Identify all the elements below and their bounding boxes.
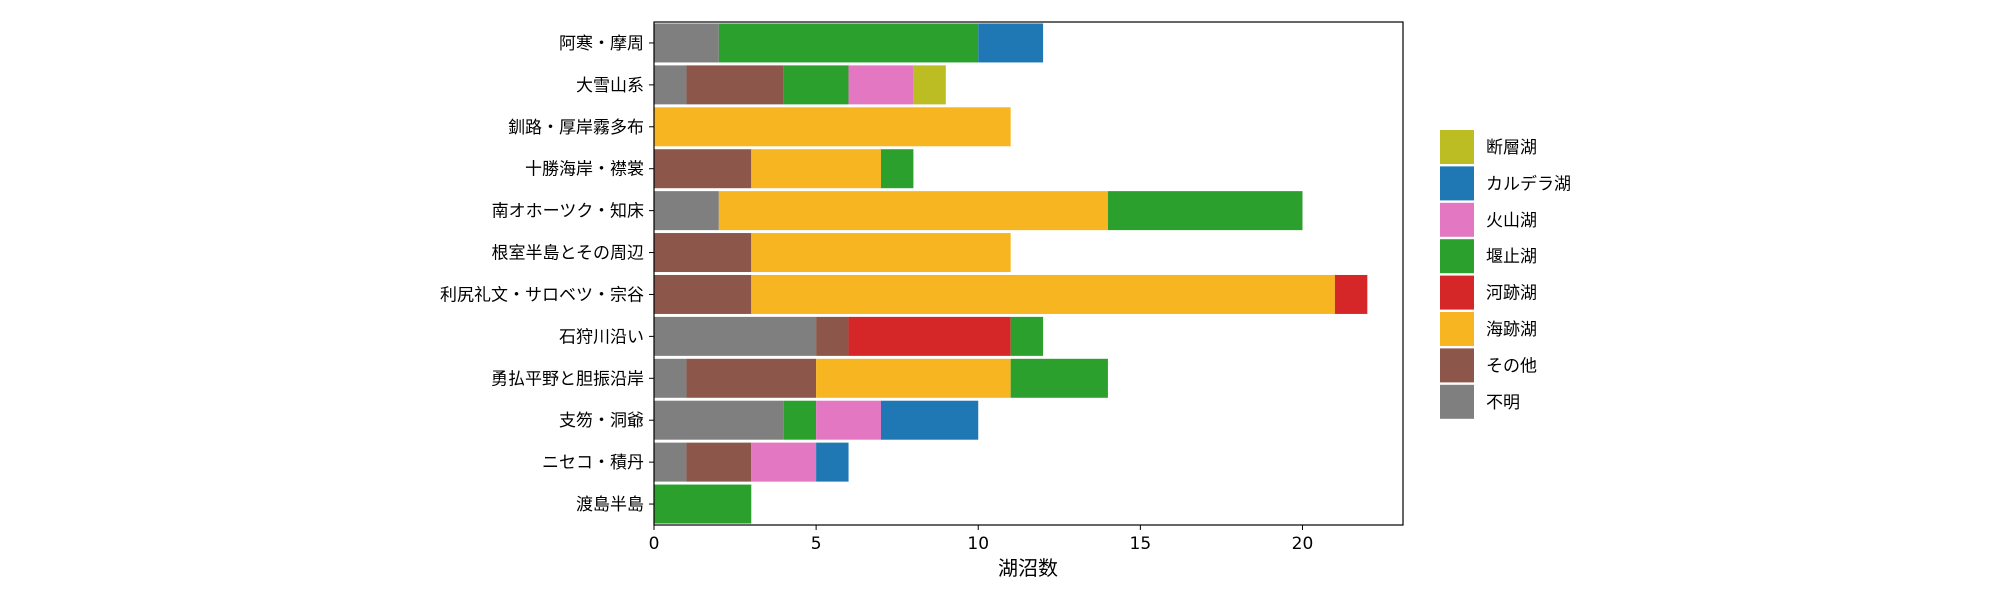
legend-label: 海跡湖 xyxy=(1486,320,1537,340)
y-tick-label: 利尻礼文・サロベツ・宗谷 xyxy=(440,285,644,305)
x-tick-label: 0 xyxy=(649,534,660,554)
bar-segment xyxy=(783,65,849,105)
legend-swatch xyxy=(1440,166,1474,201)
bar-segment xyxy=(654,23,719,63)
bar-segment xyxy=(816,442,849,482)
legend-label: 不明 xyxy=(1486,393,1520,413)
legend-label: 火山湖 xyxy=(1486,211,1537,231)
bar-segment xyxy=(654,65,687,105)
bar-segment xyxy=(654,149,752,189)
bar-segment xyxy=(1107,191,1303,231)
bar-segment xyxy=(816,358,1011,398)
x-axis-ticks: 0 5 10 15 20 xyxy=(649,525,1314,554)
bar-segment xyxy=(718,23,979,63)
bar-segment xyxy=(1010,316,1044,356)
y-axis-ticks: 阿寒・摩周大雪山系釧路・厚岸霧多布十勝海岸・襟裳南オホーツク・知床根室半島とその… xyxy=(440,34,654,515)
bar-segment xyxy=(978,23,1044,63)
y-tick-label: 南オホーツク・知床 xyxy=(492,202,644,222)
legend-swatch xyxy=(1440,202,1474,237)
bar-segment xyxy=(654,484,752,524)
y-tick-label: 十勝海岸・襟裳 xyxy=(525,160,644,180)
bar-segment xyxy=(880,400,979,440)
x-tick-label: 15 xyxy=(1130,534,1152,554)
legend-label: 断層湖 xyxy=(1486,138,1537,158)
bar-segment xyxy=(686,358,817,398)
bar-segment xyxy=(816,400,881,440)
legend-label: その他 xyxy=(1486,356,1537,376)
bar-segment xyxy=(654,107,1011,147)
legend-swatch xyxy=(1440,312,1474,346)
x-tick-label: 10 xyxy=(967,534,989,554)
y-tick-label: 渡島半島 xyxy=(576,495,644,515)
bar-segment xyxy=(654,233,752,273)
bar-segment xyxy=(654,316,817,356)
legend-label: 河跡湖 xyxy=(1486,284,1537,304)
bar-segment xyxy=(686,65,784,105)
legend-swatch xyxy=(1440,384,1474,419)
x-tick-label: 20 xyxy=(1292,534,1314,554)
x-axis-title: 湖沼数 xyxy=(998,556,1058,580)
bar-segment xyxy=(1334,274,1368,314)
legend-swatch xyxy=(1440,348,1474,383)
bar-segment xyxy=(686,442,752,482)
bar-segment xyxy=(848,65,914,105)
legend-swatch xyxy=(1440,130,1474,164)
bar-segment xyxy=(654,358,687,398)
bar-segment xyxy=(913,65,946,105)
y-tick-label: 釧路・厚岸霧多布 xyxy=(508,118,644,138)
legend-swatch xyxy=(1440,275,1474,310)
bar-segment xyxy=(783,400,817,440)
y-tick-label: ニセコ・積丹 xyxy=(542,453,644,473)
bar-segment xyxy=(654,191,719,231)
bar-segment xyxy=(654,400,784,440)
y-tick-label: 阿寒・摩周 xyxy=(559,34,644,54)
y-tick-label: 大雪山系 xyxy=(576,76,644,96)
bar-segment xyxy=(751,149,881,189)
bar-segment xyxy=(751,233,1011,273)
plot-area-frame xyxy=(653,21,1404,526)
bars-layer xyxy=(654,23,1368,524)
bar-segment xyxy=(654,274,752,314)
bar-segment xyxy=(1010,358,1108,398)
y-tick-label: 石狩川沿い xyxy=(559,327,644,347)
y-tick-label: 支笏・洞爺 xyxy=(559,411,644,431)
bar-segment xyxy=(654,442,687,482)
legend-label: 堰止湖 xyxy=(1486,247,1537,267)
bar-segment xyxy=(751,442,817,482)
legend-swatch xyxy=(1440,239,1474,274)
bar-segment xyxy=(880,149,914,189)
bar-segment xyxy=(718,191,1108,231)
y-tick-label: 勇払平野と胆振沿岸 xyxy=(491,369,644,389)
bar-segment xyxy=(751,274,1335,314)
x-tick-label: 5 xyxy=(811,534,822,554)
bar-segment xyxy=(816,316,849,356)
bar-segment xyxy=(848,316,1011,356)
y-tick-label: 根室半島とその周辺 xyxy=(492,244,645,264)
legend-label: カルデラ湖 xyxy=(1486,173,1571,194)
